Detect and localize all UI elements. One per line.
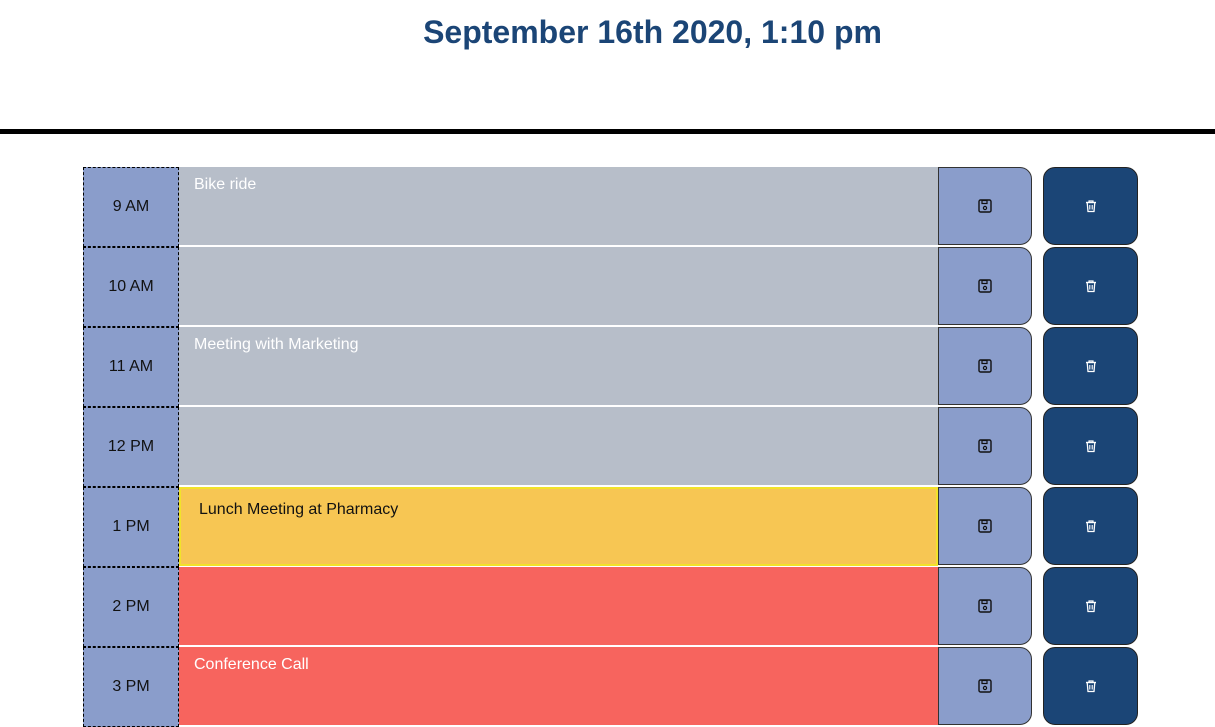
save-button[interactable] <box>938 247 1032 325</box>
trash-icon <box>1084 439 1098 453</box>
header: September 16th 2020, 1:10 pm <box>0 0 1215 134</box>
save-button[interactable] <box>938 487 1032 565</box>
timeblock-row: 3 PM Conference Call <box>83 647 1138 727</box>
save-icon <box>978 359 992 373</box>
delete-button[interactable] <box>1043 407 1138 485</box>
trash-icon <box>1084 279 1098 293</box>
hour-label: 2 PM <box>83 567 179 647</box>
delete-button[interactable] <box>1043 327 1138 405</box>
save-icon <box>978 279 992 293</box>
timeblock-row: 10 AM <box>83 247 1138 327</box>
timeblock-row: 2 PM <box>83 567 1138 647</box>
timeblock-row: 9 AM Bike ride <box>83 167 1138 247</box>
event-description[interactable] <box>179 247 938 326</box>
current-day: September 16th 2020, 1:10 pm <box>423 14 882 50</box>
delete-button[interactable] <box>1043 247 1138 325</box>
save-icon <box>978 439 992 453</box>
save-icon <box>978 199 992 213</box>
timeblock-row: 1 PM Lunch Meeting at Pharmacy <box>83 487 1138 567</box>
save-button[interactable] <box>938 647 1032 725</box>
save-icon <box>978 599 992 613</box>
save-button[interactable] <box>938 407 1032 485</box>
save-button[interactable] <box>938 327 1032 405</box>
event-description[interactable] <box>179 407 938 486</box>
trash-icon <box>1084 359 1098 373</box>
delete-button[interactable] <box>1043 487 1138 565</box>
trash-icon <box>1084 519 1098 533</box>
save-button[interactable] <box>938 567 1032 645</box>
save-icon <box>978 519 992 533</box>
trash-icon <box>1084 199 1098 213</box>
event-description[interactable] <box>179 567 938 646</box>
hour-label: 9 AM <box>83 167 179 247</box>
hour-label: 12 PM <box>83 407 179 487</box>
hour-label: 10 AM <box>83 247 179 327</box>
timeblock-row: 12 PM <box>83 407 1138 487</box>
event-description[interactable]: Bike ride <box>179 167 938 246</box>
save-button[interactable] <box>938 167 1032 245</box>
event-description[interactable]: Meeting with Marketing <box>179 327 938 406</box>
trash-icon <box>1084 599 1098 613</box>
event-description[interactable]: Lunch Meeting at Pharmacy <box>179 487 938 566</box>
delete-button[interactable] <box>1043 647 1138 725</box>
delete-button[interactable] <box>1043 167 1138 245</box>
event-description[interactable]: Conference Call <box>179 647 938 726</box>
timeblock-row: 11 AM Meeting with Marketing <box>83 327 1138 407</box>
hour-label: 3 PM <box>83 647 179 727</box>
delete-button[interactable] <box>1043 567 1138 645</box>
hour-label: 1 PM <box>83 487 179 567</box>
planner: 9 AM Bike ride 10 AM 11 AM Meetin <box>83 167 1138 727</box>
hour-label: 11 AM <box>83 327 179 407</box>
